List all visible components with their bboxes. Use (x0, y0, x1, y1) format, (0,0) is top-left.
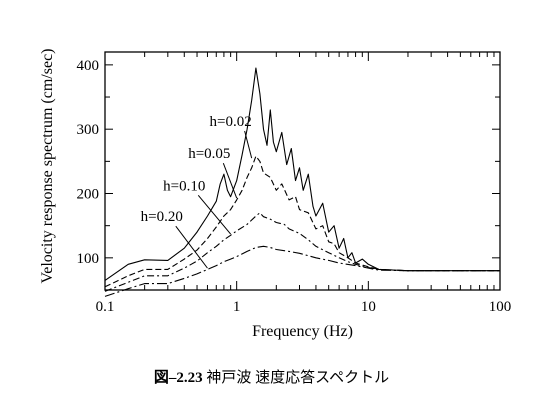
x-tick-label: 10 (361, 299, 376, 315)
series-label-4: h=0.20 (141, 209, 183, 225)
figure-caption-text: 神戸波 速度応答スペクトル (206, 370, 390, 386)
velocity-response-chart: 0.1 1 10 100 100 200 300 400 h=0.02 h=0.05 h=0.1… (39, 48, 512, 340)
series-line-3 (104, 212, 500, 292)
series-leader-line-4 (175, 225, 208, 269)
y-tick-label: 400 (77, 58, 100, 74)
series-line-4 (104, 245, 500, 297)
figure-caption: 図–2.23 神戸波 速度応答スペクトル (0, 366, 543, 387)
series-lines (104, 67, 500, 297)
series-line-1 (104, 67, 500, 281)
series-leader-line-3 (197, 194, 232, 235)
y-tick-label: 300 (77, 122, 100, 138)
x-tick-label: 100 (489, 299, 512, 315)
x-tick-label: 0.1 (96, 299, 115, 315)
x-axis-ticks: 0.1 1 10 100 (96, 52, 512, 315)
y-axis-ticks: 100 200 300 400 (77, 58, 500, 291)
y-tick-label: 100 (77, 251, 100, 267)
x-tick-label: 1 (233, 299, 241, 315)
series-labels: h=0.02 h=0.05 h=0.10 h=0.20 (141, 114, 253, 269)
series-leader-line-1 (244, 130, 253, 159)
series-label-1: h=0.02 (210, 114, 252, 130)
series-line-2 (104, 155, 500, 288)
plot-border (104, 51, 501, 291)
series-leader-line-2 (222, 162, 238, 199)
y-tick-label: 200 (77, 187, 100, 203)
y-axis-title: Velocity response spectrum (cm/sec) (39, 48, 56, 283)
plot-frame (104, 51, 501, 291)
series-label-3: h=0.10 (163, 178, 205, 194)
x-axis-title: Frequency (Hz) (252, 323, 353, 340)
figure-number: 図–2.23 (153, 370, 203, 386)
series-label-2: h=0.05 (188, 146, 230, 162)
